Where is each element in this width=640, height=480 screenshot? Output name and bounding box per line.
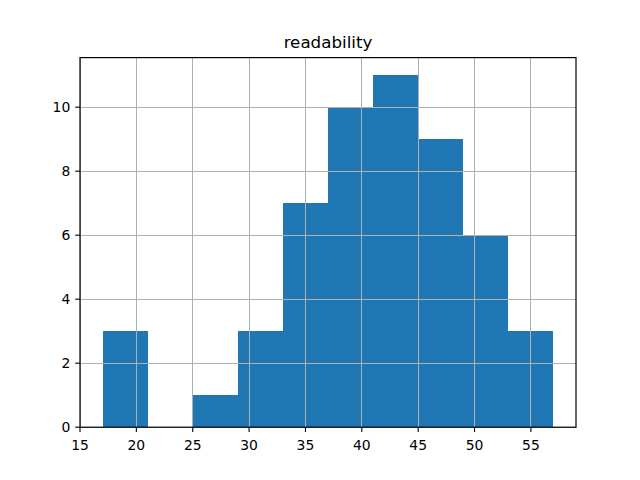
x-tick-label: 25	[184, 437, 202, 453]
histogram-bar	[238, 331, 283, 427]
y-tick-label: 4	[61, 291, 70, 307]
x-tick-label: 50	[466, 437, 484, 453]
x-tick-label: 40	[353, 437, 371, 453]
histogram-bar	[328, 107, 373, 427]
x-tick-label: 30	[240, 437, 258, 453]
chart-title: readability	[284, 32, 373, 52]
y-tick-label: 0	[61, 419, 70, 435]
matplotlib-figure: 15 20 25 30 35 40 45 50 55 0 2 4 6 8 10 readability	[0, 0, 640, 480]
x-tick-label: 55	[522, 437, 540, 453]
y-tick-label: 2	[61, 355, 70, 371]
x-tick-label: 15	[71, 437, 89, 453]
histogram-bar	[463, 235, 508, 427]
histogram-chart: 15 20 25 30 35 40 45 50 55 0 2 4 6 8 10 readability	[0, 0, 640, 480]
histogram-bar	[193, 395, 238, 427]
y-tick-label: 6	[61, 227, 70, 243]
histogram-bar	[103, 331, 148, 427]
y-tick-label: 8	[61, 163, 70, 179]
x-tick-label: 20	[128, 437, 146, 453]
histogram-bar	[418, 139, 463, 427]
y-tick-label: 10	[53, 99, 71, 115]
x-tick-label: 45	[409, 437, 427, 453]
x-tick-label: 35	[297, 437, 315, 453]
x-tick-labels-group: 15 20 25 30 35 40 45 50 55	[71, 437, 540, 453]
histogram-bar	[373, 75, 418, 427]
